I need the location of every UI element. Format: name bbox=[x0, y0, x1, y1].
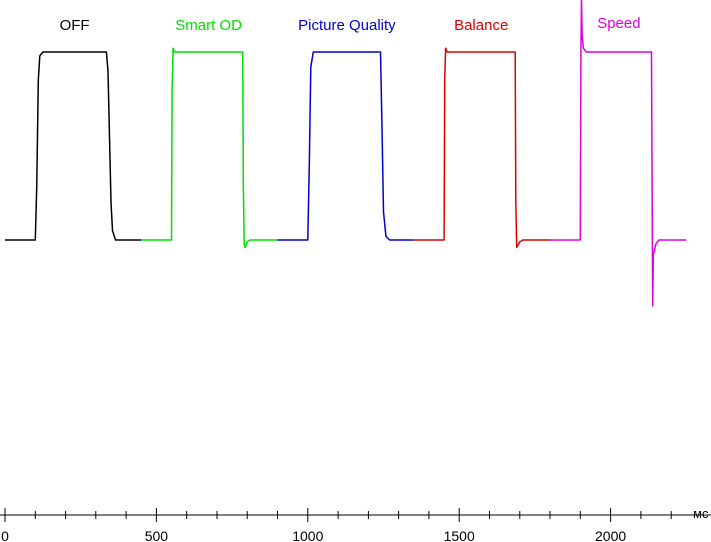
series-line-speed bbox=[550, 0, 687, 307]
series-label-picture-quality: Picture Quality bbox=[298, 17, 396, 34]
series-line-balance bbox=[413, 47, 550, 249]
x-tick-label: 2000 bbox=[595, 528, 626, 542]
series-label-balance: Balance bbox=[454, 17, 508, 34]
series-label-speed: Speed bbox=[597, 15, 640, 32]
x-tick-label: 500 bbox=[145, 528, 169, 542]
x-axis-unit-label: мс bbox=[693, 506, 709, 521]
x-axis: 0 500 1000 1500 2000 мс bbox=[0, 506, 711, 542]
series-lines bbox=[5, 0, 687, 307]
series-label-off: OFF bbox=[60, 17, 90, 34]
x-tick-label: 0 bbox=[1, 528, 9, 542]
series-line-smart-od bbox=[141, 47, 278, 249]
series-labels: OFF Smart OD Picture Quality Balance Speed bbox=[60, 15, 641, 34]
series-line-off bbox=[5, 51, 142, 241]
x-axis-ticks bbox=[4, 508, 672, 522]
x-axis-tick-labels: 0 500 1000 1500 2000 bbox=[1, 528, 626, 542]
series-line-picture-quality bbox=[277, 51, 414, 241]
series-label-smart-od: Smart OD bbox=[175, 17, 242, 34]
x-tick-label: 1500 bbox=[444, 528, 475, 542]
x-tick-label: 1000 bbox=[292, 528, 323, 542]
